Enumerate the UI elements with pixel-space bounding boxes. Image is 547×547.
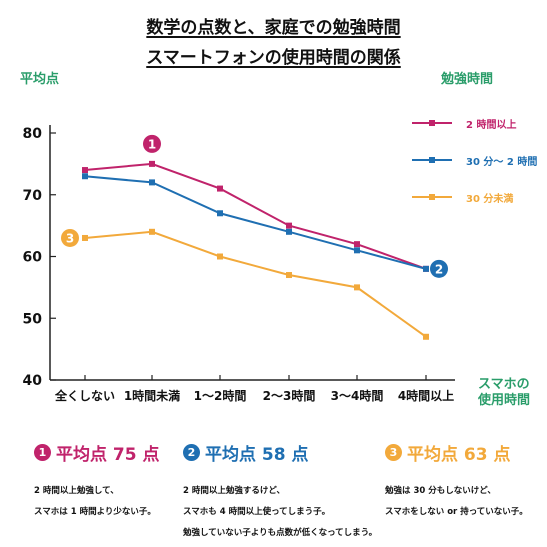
note-body: 勉強は 30 分もしないけど、スマホをしない or 持っていない子。	[385, 481, 528, 523]
x-tick-label: 3～4時間	[331, 388, 384, 403]
callout-badge	[143, 134, 161, 153]
y-tick-label: 70	[23, 188, 43, 204]
legend-swatch	[412, 194, 452, 200]
data-point	[286, 272, 292, 279]
callout-badge	[430, 259, 448, 278]
data-point	[82, 167, 88, 174]
series-line	[84, 230, 427, 338]
note-line: スマホは 1 時間より少ない子。	[34, 507, 156, 517]
x-tick-label: 4時間以上	[398, 388, 454, 403]
legend-label: 2 時間以上	[466, 120, 517, 131]
note-line: 勉強していない子よりも点数が低くなってしまう。	[183, 528, 378, 538]
data-point	[149, 179, 155, 186]
data-point	[354, 241, 360, 248]
y-tick-label: 60	[23, 250, 43, 266]
y-tick-label: 40	[23, 373, 43, 389]
note-line: スマホも 4 時間以上使ってしまう子。	[183, 507, 331, 517]
x-axis-title: スマホの 使用時間	[478, 377, 530, 409]
note-body: 2 時間以上勉強するけど、スマホも 4 時間以上使ってしまう子。勉強していない子…	[183, 481, 377, 544]
data-point	[286, 222, 292, 229]
note-number-badge: 1	[34, 444, 51, 461]
data-point	[354, 247, 360, 254]
x-tick-label: 全くしない	[54, 388, 115, 403]
chart-title-line1: 数学の点数と、家庭での勉強時間	[146, 18, 401, 38]
note-line: スマホをしない or 持っていない子。	[385, 507, 528, 517]
x-tick-label: 1時間未満	[124, 388, 180, 403]
chart-title-line2: スマートフォンの使用時間の関係	[146, 48, 401, 68]
series-line	[84, 162, 427, 270]
y-tick-label: 80	[23, 126, 43, 142]
data-point	[217, 210, 223, 217]
legend-title: 勉強時間	[441, 72, 494, 87]
note-number-badge: 3	[385, 444, 402, 461]
note-block: 3 平均点 63 点勉強は 30 分もしないけど、スマホをしない or 持っていな…	[385, 440, 528, 523]
callout-number: 2	[435, 262, 443, 276]
data-point	[423, 333, 429, 340]
note-body: 2 時間以上勉強して、スマホは 1 時間より少ない子。	[34, 481, 160, 523]
note-line: 2 時間以上勉強して、	[34, 486, 119, 496]
data-point	[423, 265, 429, 272]
x-axis-title-line1: スマホの	[478, 377, 530, 392]
data-point	[354, 284, 360, 291]
data-point	[286, 228, 292, 235]
note-block: 1 平均点 75 点 2 時間以上勉強して、スマホは 1 時間より少ない子。	[34, 440, 160, 523]
legend-swatch	[412, 157, 452, 163]
note-number-badge: 2	[183, 444, 200, 461]
note-line: 2 時間以上勉強するけど、	[183, 486, 285, 496]
series-line	[84, 175, 427, 270]
note-title: 平均点 63 点	[407, 445, 511, 465]
note-heading: 1 平均点 75 点	[34, 440, 160, 465]
data-point	[149, 160, 155, 167]
x-tick-label: 2～3時間	[263, 388, 316, 403]
callout-number: 1	[148, 137, 156, 151]
callout-badge	[61, 228, 79, 247]
legend-label: 30 分～ 2 時間	[466, 157, 538, 168]
callout-number: 3	[66, 231, 74, 245]
y-axis-title: 平均点	[20, 72, 60, 87]
x-axis-title-line2: 使用時間	[478, 393, 531, 408]
note-title: 平均点 58 点	[205, 445, 309, 465]
y-tick-label: 50	[23, 311, 43, 327]
note-block: 2 平均点 58 点 2 時間以上勉強するけど、スマホも 4 時間以上使ってしまう子…	[183, 440, 377, 544]
legend-swatch	[412, 120, 452, 126]
note-line: 勉強は 30 分もしないけど、	[385, 486, 496, 496]
data-point	[217, 253, 223, 260]
note-heading: 3 平均点 63 点	[385, 440, 528, 465]
data-point	[149, 228, 155, 235]
data-point	[82, 234, 88, 241]
data-point	[217, 185, 223, 192]
x-tick-label: 1～2時間	[194, 388, 247, 403]
note-title: 平均点 75 点	[56, 445, 160, 465]
legend-label: 30 分未満	[466, 194, 514, 205]
data-point	[82, 173, 88, 180]
note-heading: 2 平均点 58 点	[183, 440, 377, 465]
